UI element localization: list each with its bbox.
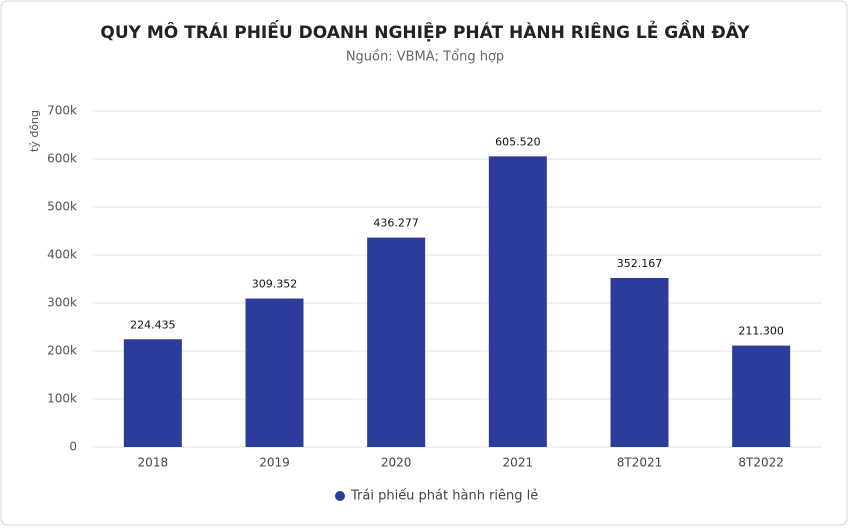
x-tick-label: 2021 xyxy=(503,456,534,470)
x-tick-label: 2020 xyxy=(381,456,412,470)
x-tick-label: 8T2021 xyxy=(617,456,663,470)
y-tick-label: 200k xyxy=(47,344,77,358)
y-tick-label: 0 xyxy=(69,440,77,454)
data-label: 352.167 xyxy=(617,257,663,270)
y-tick-label: 500k xyxy=(47,200,77,214)
y-tick-label: 300k xyxy=(47,296,77,310)
x-tick-label: 2019 xyxy=(259,456,290,470)
legend-marker xyxy=(335,491,345,501)
bar xyxy=(488,156,547,447)
data-label: 309.352 xyxy=(252,278,298,291)
y-tick-label: 700k xyxy=(47,104,77,118)
x-tick-label: 8T2022 xyxy=(738,456,784,470)
x-tick-label: 2018 xyxy=(138,456,169,470)
y-tick-label: 600k xyxy=(47,152,77,166)
y-tick-label: 400k xyxy=(47,248,77,262)
chart-title: QUY MÔ TRÁI PHIẾU DOANH NGHIỆP PHÁT HÀNH… xyxy=(100,19,750,43)
data-label: 211.300 xyxy=(738,325,784,338)
bar xyxy=(367,237,426,447)
bar xyxy=(123,339,182,447)
bar xyxy=(732,345,791,447)
chart-subtitle: Nguồn: VBMA; Tổng hợp xyxy=(346,50,504,65)
bar xyxy=(245,298,304,447)
data-label: 224.435 xyxy=(130,318,176,331)
data-label: 436.277 xyxy=(373,217,419,230)
bar xyxy=(610,277,669,447)
y-tick-label: 100k xyxy=(47,392,77,406)
data-label: 605.520 xyxy=(495,135,541,148)
legend-label: Trái phiếu phát hành riêng lẻ xyxy=(350,489,538,504)
y-axis-title: tỷ đồng xyxy=(28,110,41,152)
